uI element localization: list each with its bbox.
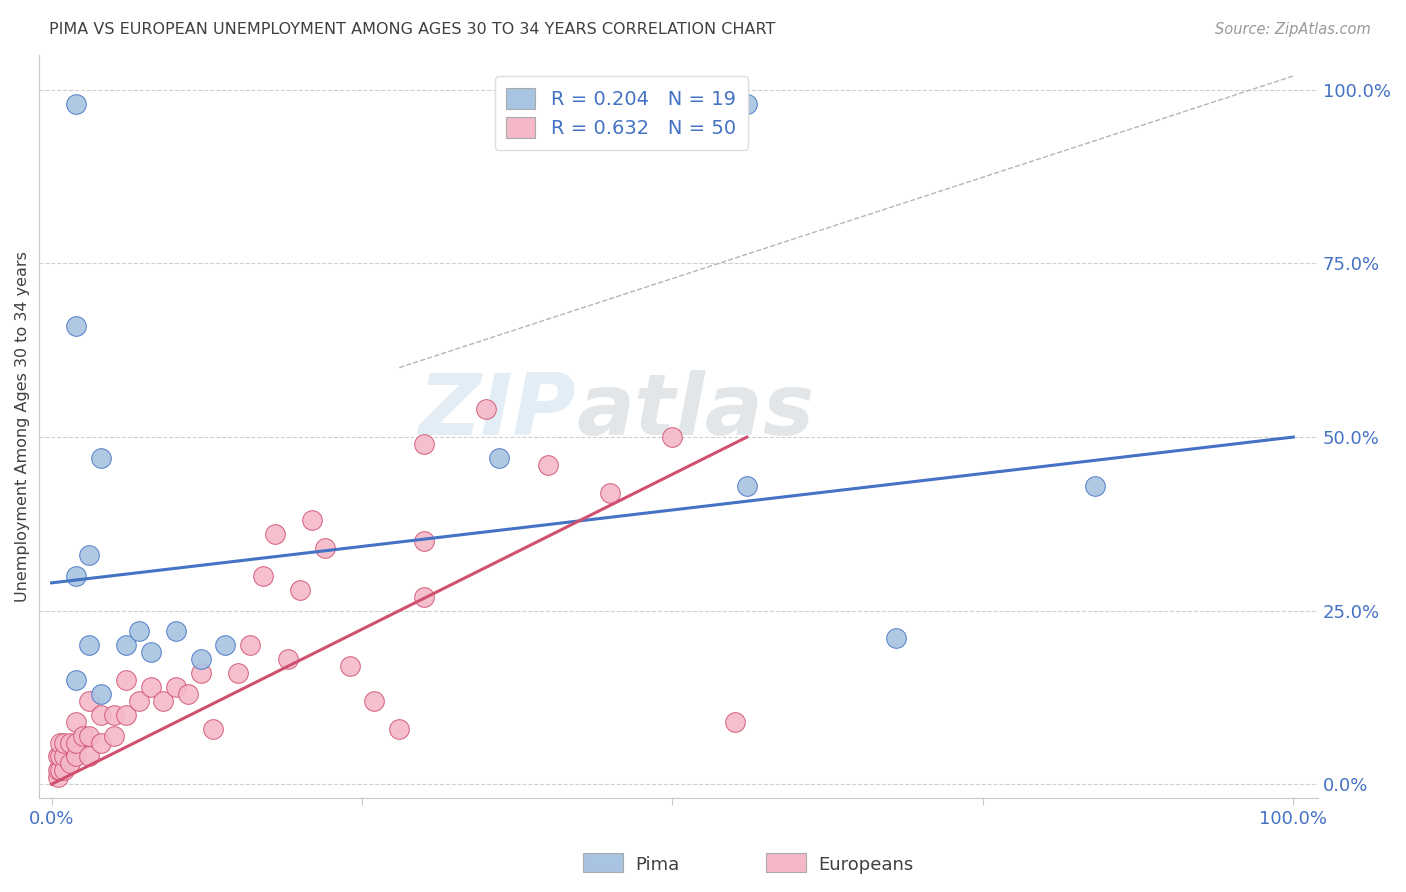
Point	[599, 485, 621, 500]
Text: ZIP: ZIP	[419, 370, 576, 453]
Point	[46, 770, 69, 784]
Point	[537, 458, 560, 472]
Text: Source: ZipAtlas.com: Source: ZipAtlas.com	[1215, 22, 1371, 37]
Point	[735, 478, 758, 492]
Point	[59, 735, 82, 749]
Point	[735, 96, 758, 111]
Text: Europeans: Europeans	[818, 856, 914, 874]
Point	[214, 639, 236, 653]
Point	[77, 749, 100, 764]
Point	[177, 687, 200, 701]
Point	[90, 687, 112, 701]
Point	[90, 735, 112, 749]
Point	[661, 430, 683, 444]
Point	[115, 673, 138, 687]
Point	[46, 749, 69, 764]
Point	[103, 707, 125, 722]
Point	[139, 680, 162, 694]
Point	[90, 450, 112, 465]
Point	[65, 569, 87, 583]
Point	[77, 729, 100, 743]
Point	[723, 714, 745, 729]
Point	[201, 722, 224, 736]
Point	[65, 96, 87, 111]
Point	[488, 450, 510, 465]
Point	[165, 624, 187, 639]
Point	[239, 639, 262, 653]
Point	[115, 639, 138, 653]
Point	[53, 749, 76, 764]
Point	[190, 652, 212, 666]
Point	[72, 729, 94, 743]
Point	[77, 548, 100, 562]
Point	[301, 513, 323, 527]
Point	[65, 673, 87, 687]
Text: PIMA VS EUROPEAN UNEMPLOYMENT AMONG AGES 30 TO 34 YEARS CORRELATION CHART: PIMA VS EUROPEAN UNEMPLOYMENT AMONG AGES…	[49, 22, 776, 37]
Point	[1084, 478, 1107, 492]
Text: Pima: Pima	[636, 856, 679, 874]
Point	[115, 707, 138, 722]
Point	[288, 582, 311, 597]
Point	[252, 569, 274, 583]
Point	[53, 735, 76, 749]
Point	[413, 590, 436, 604]
Point	[103, 729, 125, 743]
Point	[128, 694, 150, 708]
Point	[53, 764, 76, 778]
Y-axis label: Unemployment Among Ages 30 to 34 years: Unemployment Among Ages 30 to 34 years	[15, 252, 30, 602]
Legend: R = 0.204   N = 19, R = 0.632   N = 50: R = 0.204 N = 19, R = 0.632 N = 50	[495, 76, 748, 150]
Point	[65, 735, 87, 749]
Point	[413, 437, 436, 451]
Point	[77, 694, 100, 708]
Point	[363, 694, 385, 708]
Point	[128, 624, 150, 639]
Point	[190, 666, 212, 681]
Point	[49, 735, 72, 749]
Point	[139, 645, 162, 659]
Point	[314, 541, 336, 556]
Point	[276, 652, 298, 666]
Point	[884, 632, 907, 646]
Point	[165, 680, 187, 694]
Point	[90, 707, 112, 722]
Point	[77, 639, 100, 653]
Point	[388, 722, 411, 736]
Point	[49, 749, 72, 764]
Point	[475, 402, 498, 417]
Point	[152, 694, 174, 708]
Point	[339, 659, 361, 673]
Point	[46, 764, 69, 778]
Point	[264, 527, 287, 541]
Text: atlas: atlas	[576, 370, 814, 453]
Point	[413, 534, 436, 549]
Point	[65, 714, 87, 729]
Point	[65, 749, 87, 764]
Point	[59, 756, 82, 771]
Point	[65, 318, 87, 333]
Point	[226, 666, 249, 681]
Point	[49, 764, 72, 778]
